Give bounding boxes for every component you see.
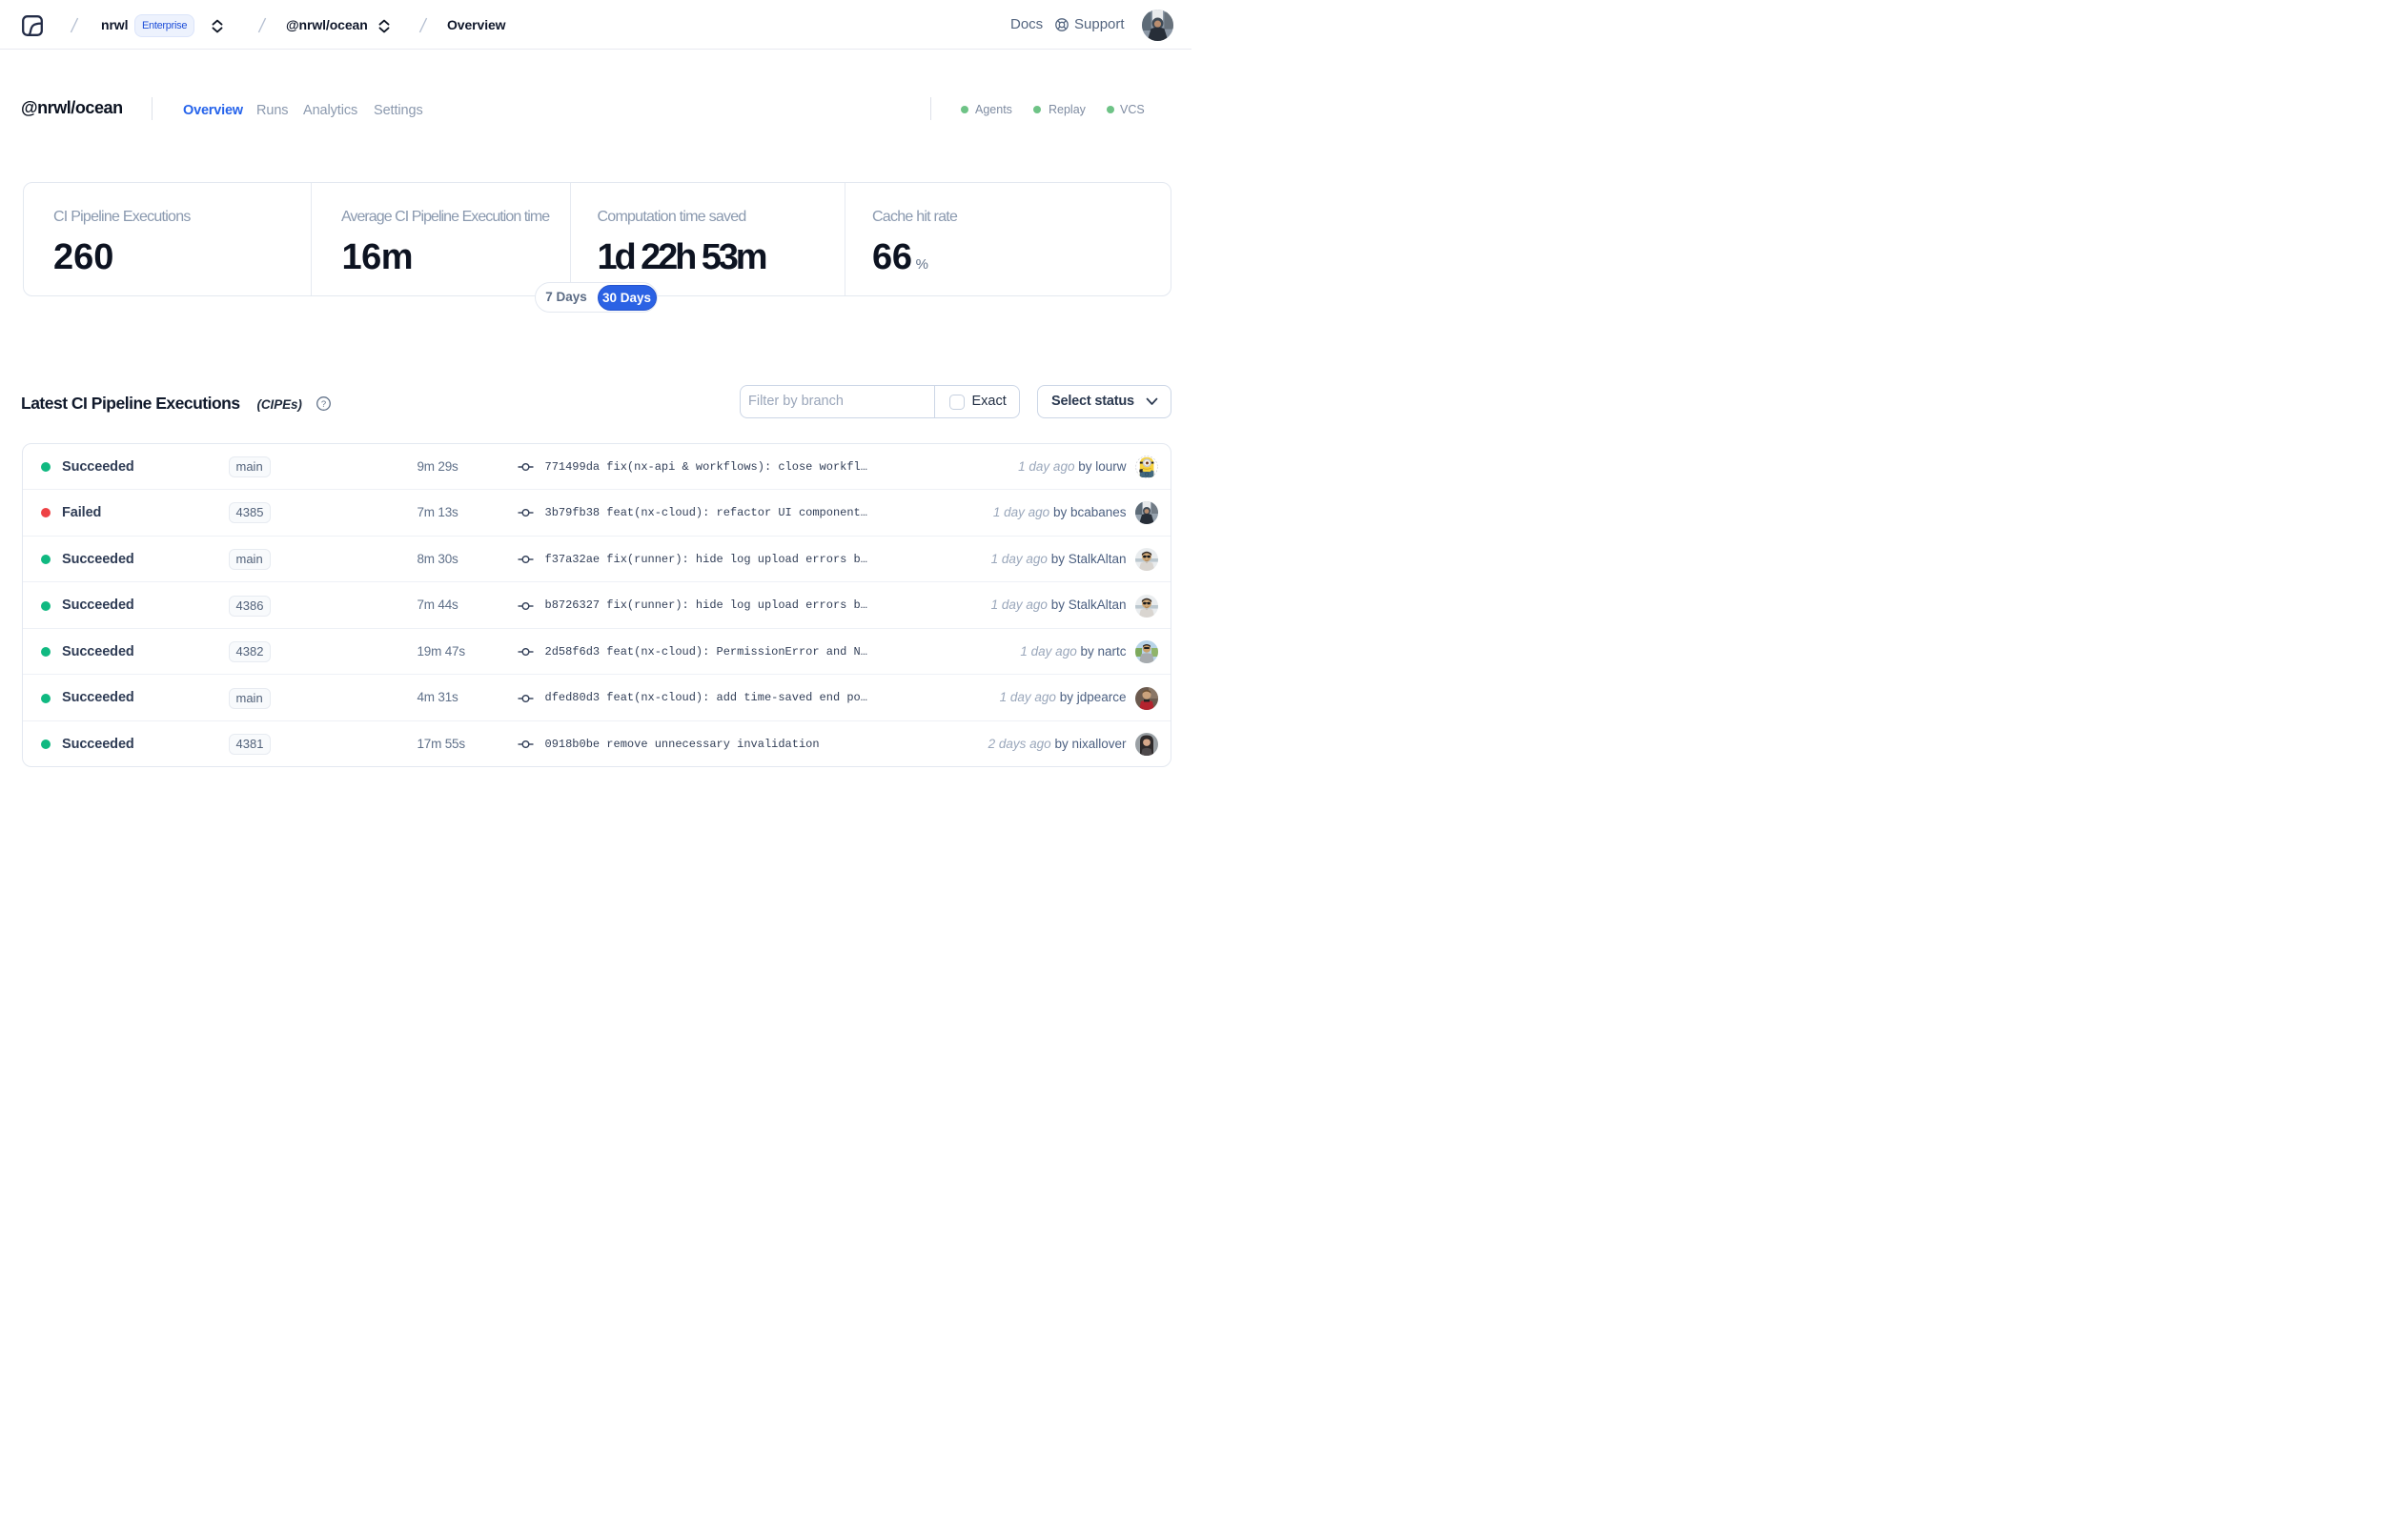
svg-text:?: ? — [321, 399, 326, 410]
